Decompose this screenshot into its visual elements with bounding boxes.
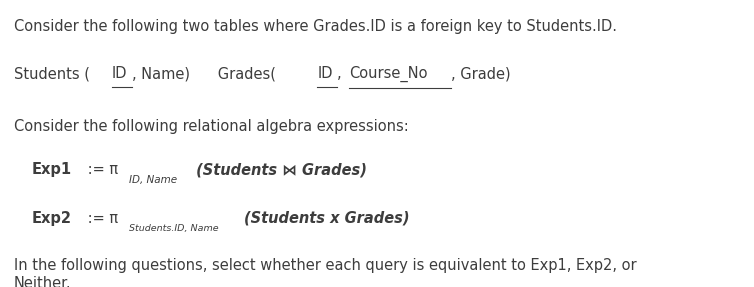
Text: ID: ID [112,66,127,81]
Text: Exp1: Exp1 [32,162,72,177]
Text: Consider the following two tables where Grades.ID is a foreign key to Students.I: Consider the following two tables where … [14,19,617,34]
Text: := π: := π [84,162,118,177]
Text: Exp2: Exp2 [32,211,72,226]
Text: Course_No: Course_No [349,66,428,82]
Text: Consider the following relational algebra expressions:: Consider the following relational algebr… [14,119,409,134]
Text: In the following questions, select whether each query is equivalent to Exp1, Exp: In the following questions, select wheth… [14,258,636,287]
Text: Students (: Students ( [14,66,90,81]
Text: , Grade): , Grade) [451,66,510,81]
Text: ID: ID [317,66,333,81]
Text: Students.ID, Name: Students.ID, Name [129,224,218,233]
Text: ID, Name: ID, Name [129,175,177,185]
Text: (Students ⋈ Grades): (Students ⋈ Grades) [191,162,366,177]
Text: ,: , [338,66,347,81]
Text: , Name)      Grades(: , Name) Grades( [132,66,276,81]
Text: (Students x Grades): (Students x Grades) [244,211,409,226]
Text: := π: := π [83,211,118,226]
